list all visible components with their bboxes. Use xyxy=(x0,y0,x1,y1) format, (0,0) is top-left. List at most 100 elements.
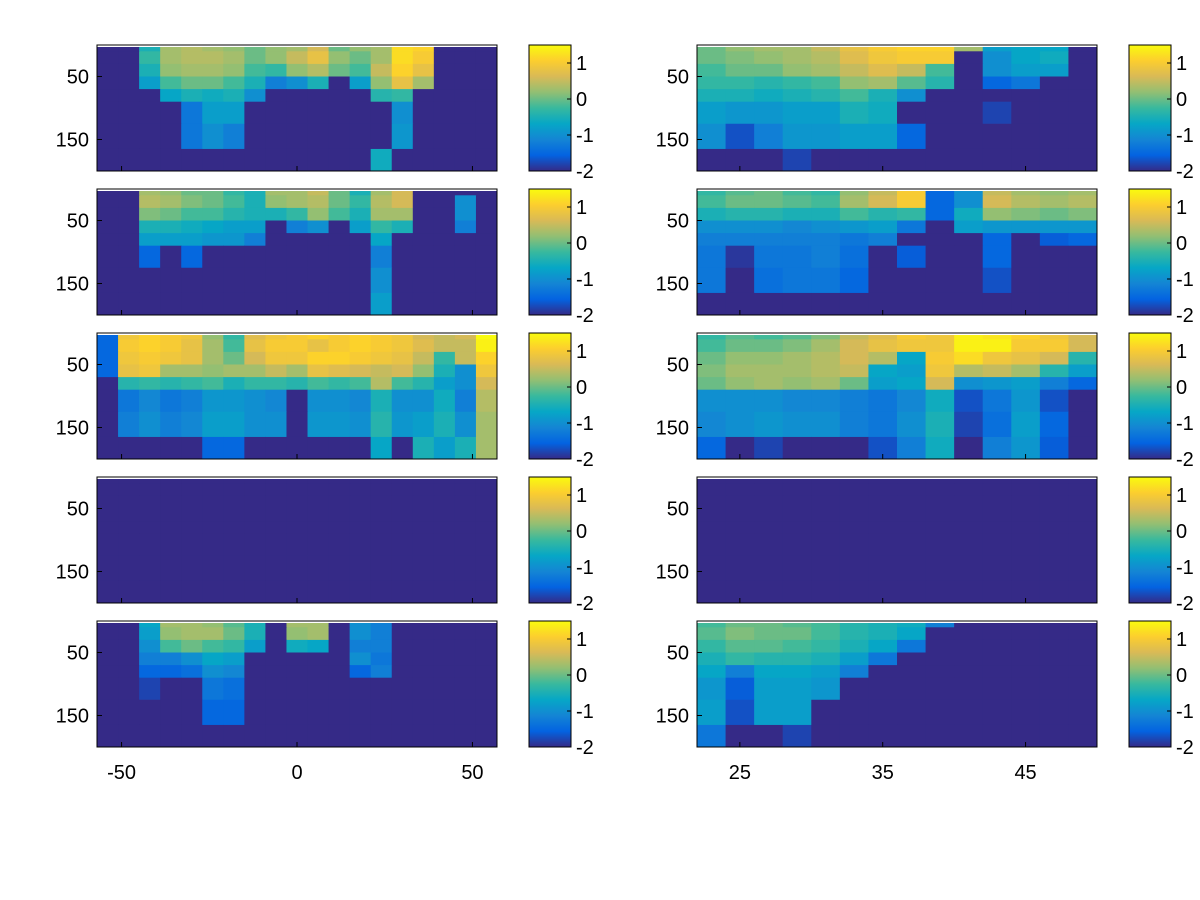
heatmap-cell xyxy=(139,389,161,413)
heatmap-cell xyxy=(370,76,393,90)
heatmap-cell xyxy=(223,45,245,52)
heatmap-cell xyxy=(391,652,414,666)
heatmap-cell xyxy=(139,621,161,628)
y-tick-label: 50 xyxy=(667,211,689,233)
heatmap-cell xyxy=(754,45,784,52)
heatmap-cell xyxy=(202,627,224,641)
heatmap-cell xyxy=(811,76,841,90)
heatmap-cell xyxy=(1039,411,1069,438)
heatmap-cell xyxy=(328,436,351,460)
heatmap-cell xyxy=(782,639,812,653)
heatmap-cell xyxy=(265,495,287,509)
heatmap-cell xyxy=(454,45,477,52)
heatmap-cell xyxy=(97,89,119,103)
heatmap-cell xyxy=(160,639,182,653)
heatmap-cell xyxy=(97,477,119,484)
heatmap-cell xyxy=(412,377,435,391)
heatmap-cell xyxy=(754,495,784,509)
heatmap-cell xyxy=(782,621,812,628)
heatmap-cell xyxy=(1039,533,1069,557)
heatmap-cell xyxy=(925,148,955,172)
heatmap-cell xyxy=(307,495,330,509)
heatmap-cell xyxy=(433,76,456,90)
heatmap-cell xyxy=(454,195,477,209)
heatmap-cell xyxy=(782,45,812,52)
colorbar-tick-label: 1 xyxy=(576,629,587,651)
heatmap-cell xyxy=(454,233,477,247)
heatmap-cell xyxy=(349,195,372,209)
heatmap-cell xyxy=(391,436,414,460)
heatmap-cell xyxy=(181,339,203,353)
heatmap-cell xyxy=(265,351,287,365)
heatmap-cell xyxy=(754,411,784,438)
heatmap-cell xyxy=(475,724,498,748)
heatmap-cell xyxy=(897,411,927,438)
heatmap-cell xyxy=(1068,677,1098,701)
heatmap-cell xyxy=(868,207,898,221)
heatmap-cell xyxy=(1011,189,1041,196)
y-tick-label: 150 xyxy=(656,418,689,440)
heatmap-cell xyxy=(433,189,456,196)
heatmap-cell xyxy=(839,45,869,52)
panel-right-row4-axes-frame xyxy=(696,476,1098,604)
heatmap-cell xyxy=(982,621,1012,628)
heatmap-cell xyxy=(202,292,224,316)
heatmap-cell xyxy=(349,621,372,628)
heatmap-cell xyxy=(954,665,984,679)
heatmap-cell xyxy=(782,339,812,353)
heatmap-cell xyxy=(697,267,727,294)
heatmap-cell xyxy=(370,63,393,77)
heatmap-cell xyxy=(202,76,224,90)
heatmap-cell xyxy=(982,580,1012,604)
heatmap-cell xyxy=(349,477,372,484)
heatmap-cell xyxy=(244,639,266,653)
heatmap-cell xyxy=(697,389,727,413)
heatmap-cell xyxy=(1068,377,1098,391)
heatmap-cell xyxy=(982,389,1012,413)
heatmap-cell xyxy=(265,51,287,65)
heatmap-cell xyxy=(307,621,330,628)
heatmap-cell xyxy=(754,677,784,701)
heatmap-cell xyxy=(754,555,784,582)
heatmap-cell xyxy=(897,508,927,522)
heatmap-cell xyxy=(286,533,309,557)
heatmap-cell xyxy=(202,724,224,748)
heatmap-cell xyxy=(97,521,119,535)
heatmap-cell xyxy=(286,411,309,438)
heatmap-cell xyxy=(349,123,372,150)
heatmap-cell xyxy=(839,148,869,172)
colorbar-tick-label: 1 xyxy=(1176,53,1187,75)
heatmap-cell xyxy=(370,724,393,748)
heatmap-cell xyxy=(433,483,456,497)
heatmap-cell xyxy=(925,377,955,391)
heatmap-cell xyxy=(982,521,1012,535)
heatmap-cell xyxy=(412,699,435,726)
heatmap-cell xyxy=(160,364,182,378)
heatmap-cell xyxy=(982,148,1012,172)
heatmap-cell xyxy=(811,677,841,701)
heatmap-cell xyxy=(811,389,841,413)
heatmap-cell xyxy=(782,76,812,90)
heatmap-cell xyxy=(160,621,182,628)
heatmap-cell xyxy=(223,639,245,653)
heatmap-cell xyxy=(725,89,755,103)
heatmap-cell xyxy=(265,627,287,641)
heatmap-cell xyxy=(433,627,456,641)
heatmap-cell xyxy=(286,377,309,391)
heatmap-cell xyxy=(307,333,330,340)
heatmap-cell xyxy=(1011,89,1041,103)
heatmap-cell xyxy=(982,555,1012,582)
heatmap-cell xyxy=(454,267,477,294)
heatmap-cell xyxy=(97,333,119,340)
heatmap-cell xyxy=(181,207,203,221)
heatmap-cell xyxy=(244,189,266,196)
heatmap-cell xyxy=(307,389,330,413)
heatmap-cell xyxy=(811,45,841,52)
heatmap-cell xyxy=(754,639,784,653)
colorbar-tick-label: -2 xyxy=(576,161,594,183)
heatmap-cell xyxy=(475,89,498,103)
heatmap-cell xyxy=(97,207,119,221)
heatmap-cell xyxy=(1068,652,1098,666)
heatmap-cell xyxy=(782,377,812,391)
heatmap-cell xyxy=(307,724,330,748)
